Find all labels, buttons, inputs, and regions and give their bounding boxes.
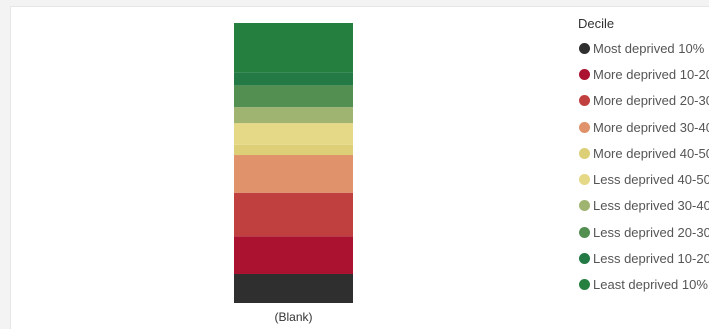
legend-label: Less deprived 40-50%	[593, 172, 709, 188]
legend-dot-icon	[579, 174, 590, 186]
legend-dot-icon	[579, 253, 590, 265]
bar-segment-3[interactable]	[234, 192, 353, 237]
legend-dot-icon	[579, 95, 590, 107]
legend-label: Most deprived 10%	[593, 40, 705, 56]
legend-item-2[interactable]: More deprived 10-20%	[578, 61, 709, 87]
legend-label: More deprived 10-20%	[593, 66, 709, 82]
legend-item-10[interactable]: Least deprived 10%	[578, 272, 709, 298]
category-labels: (Blank)	[274, 310, 312, 324]
legend-item-8[interactable]: Less deprived 20-30%	[578, 219, 709, 245]
legend-item-4[interactable]: More deprived 30-40%	[578, 114, 709, 140]
legend-items: Most deprived 10% More deprived 10-20% Mor…	[578, 35, 709, 298]
legend: Decile Most deprived 10% More deprived 10…	[578, 15, 709, 298]
bar-segment-10[interactable]	[234, 23, 353, 73]
legend-label: More deprived 20-30%	[593, 93, 709, 109]
legend-label: More deprived 40-50%	[593, 145, 709, 161]
legend-item-6[interactable]: Less deprived 40-50%	[578, 166, 709, 192]
legend-label: Less deprived 20-30%	[593, 224, 709, 240]
legend-label: Less deprived 10-20%	[593, 251, 709, 267]
legend-title: Decile	[578, 16, 615, 31]
chart-visual: (Blank) Decile Most deprived 10% More dep…	[10, 6, 709, 329]
legend-dot-icon	[579, 68, 590, 80]
stacked-bar-chart: (Blank)	[234, 23, 353, 324]
legend-dot-icon	[579, 279, 590, 291]
legend-dot-icon	[579, 200, 590, 212]
legend-dot-icon	[579, 121, 590, 133]
bar-segment-9[interactable]	[234, 72, 353, 86]
legend-item-9[interactable]: Less deprived 10-20%	[578, 245, 709, 271]
bar-segment-1[interactable]	[234, 273, 353, 303]
legend-item-1[interactable]: Most deprived 10%	[578, 35, 709, 61]
legend-dot-icon	[579, 147, 590, 159]
legend-dot-icon	[579, 226, 590, 238]
bar-segment-5[interactable]	[234, 144, 353, 156]
bar-segment-7[interactable]	[234, 107, 353, 124]
bar-segment-2[interactable]	[234, 236, 353, 274]
legend-item-5[interactable]: More deprived 40-50%	[578, 140, 709, 166]
legend-dot-icon	[579, 42, 590, 54]
bars-group	[234, 23, 353, 303]
legend-label: More deprived 30-40%	[593, 119, 709, 135]
bar-segment-8[interactable]	[234, 85, 353, 108]
legend-label: Less deprived 30-40%	[593, 198, 709, 214]
category-label: (Blank)	[274, 310, 312, 324]
bar-segment-4[interactable]	[234, 155, 353, 193]
legend-label: Least deprived 10%	[593, 277, 708, 293]
legend-item-3[interactable]: More deprived 20-30%	[578, 88, 709, 114]
legend-item-7[interactable]: Less deprived 30-40%	[578, 193, 709, 219]
bar-segment-6[interactable]	[234, 123, 353, 145]
